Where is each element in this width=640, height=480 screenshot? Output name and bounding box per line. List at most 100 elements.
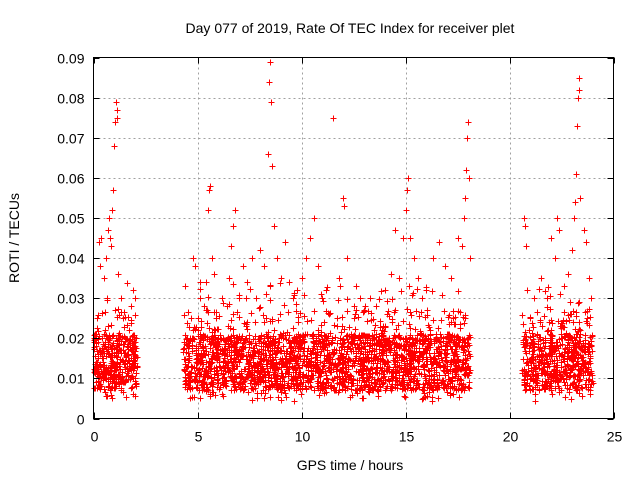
data-point (206, 187, 213, 194)
data-point (436, 239, 443, 246)
data-point (230, 223, 237, 230)
data-point (257, 247, 264, 254)
data-point (319, 295, 326, 302)
data-point (103, 255, 110, 262)
data-point (266, 79, 273, 86)
data-point (282, 239, 289, 246)
data-point (588, 295, 595, 302)
data-point (565, 271, 572, 278)
y-tick-label: 0.09 (57, 51, 84, 67)
data-point (95, 379, 102, 386)
data-point (109, 363, 116, 370)
data-point (124, 343, 131, 350)
data-point (294, 287, 301, 294)
data-point (552, 255, 559, 262)
data-point (286, 279, 293, 286)
plot-frame (93, 57, 614, 419)
data-point (211, 271, 218, 278)
x-tick-label: 15 (399, 429, 415, 445)
data-point (315, 263, 322, 270)
data-point (197, 295, 204, 302)
data-point (102, 327, 109, 334)
data-point (462, 195, 469, 202)
y-tick-label: 0.01 (57, 371, 84, 387)
y-tick-label: 0.05 (57, 211, 84, 227)
y-tick-label: 0 (77, 412, 85, 428)
data-point (344, 255, 351, 262)
y-tick-label: 0.06 (57, 171, 84, 187)
data-point (97, 263, 104, 270)
data-point (249, 255, 256, 262)
data-point (382, 287, 389, 294)
y-tick-label: 0.03 (57, 291, 84, 307)
data-point (132, 355, 139, 362)
data-point (323, 287, 330, 294)
scatter-cloud-segment (519, 284, 597, 405)
data-point (128, 303, 135, 310)
data-point (351, 303, 358, 310)
data-point (103, 375, 110, 382)
data-point (415, 275, 422, 282)
data-point (404, 187, 411, 194)
y-tick-label: 0.02 (57, 331, 84, 347)
data-point (99, 335, 106, 342)
y-axis-ticks: 0 0.01 0.02 0.03 0.04 0.05 0.06 0.07 0.08 0.09 (57, 51, 614, 428)
data-point (407, 235, 414, 242)
data-point (373, 303, 380, 310)
x-tick-label: 5 (195, 429, 203, 445)
data-point (392, 227, 399, 234)
data-point (205, 207, 212, 214)
y-axis-title: ROTI / TECUs (6, 193, 22, 283)
data-point (115, 371, 122, 378)
data-point (98, 235, 105, 242)
data-point (411, 255, 418, 262)
data-point (581, 227, 588, 234)
data-point (464, 135, 471, 142)
data-point (400, 235, 407, 242)
data-point (336, 275, 343, 282)
data-point (571, 215, 578, 222)
data-point (109, 207, 116, 214)
data-point (192, 263, 199, 270)
data-point (576, 75, 583, 82)
data-point (107, 235, 114, 242)
data-point (111, 143, 118, 150)
data-point (101, 275, 108, 282)
data-point (311, 215, 318, 222)
data-point (108, 243, 115, 250)
data-point (226, 275, 233, 282)
x-axis-ticks: 0 5 10 15 20 25 (91, 57, 622, 445)
data-point (105, 227, 112, 234)
data-point (265, 151, 272, 158)
data-point (114, 115, 121, 122)
chart-title: Day 077 of 2019, Rate Of TEC Index for r… (186, 20, 515, 36)
data-point (190, 255, 197, 262)
data-point (268, 99, 275, 106)
data-point (261, 263, 268, 270)
y-tick-label: 0.08 (57, 91, 84, 107)
data-point (236, 295, 243, 302)
data-point (278, 275, 285, 282)
data-point (94, 315, 101, 322)
x-tick-label: 20 (503, 429, 519, 445)
data-point (106, 215, 113, 222)
data-point (548, 235, 555, 242)
data-point (114, 107, 121, 114)
x-tick-label: 10 (295, 429, 311, 445)
data-point (274, 255, 281, 262)
data-point (361, 307, 368, 314)
data-point (521, 215, 528, 222)
data-point (572, 199, 579, 206)
scatter-cloud-segment (180, 279, 474, 405)
y-tick-label: 0.07 (57, 131, 84, 147)
data-point (199, 343, 206, 350)
data-point (269, 163, 276, 170)
data-point (182, 283, 189, 290)
x-tick-label: 0 (91, 429, 99, 445)
data-point (466, 175, 473, 182)
data-point (219, 295, 226, 302)
data-point (232, 207, 239, 214)
data-point (186, 355, 193, 362)
data-point (184, 335, 191, 342)
